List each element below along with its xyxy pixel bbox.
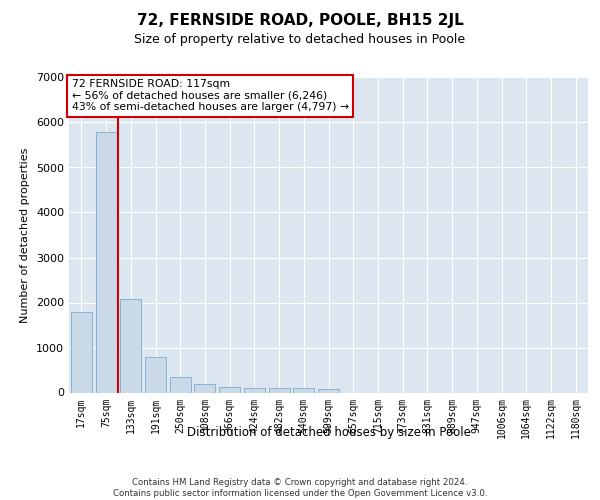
Bar [145, 356, 166, 392]
Bar [71, 312, 92, 392]
Text: Contains HM Land Registry data © Crown copyright and database right 2024.
Contai: Contains HM Land Registry data © Crown c… [113, 478, 487, 498]
Bar [318, 389, 339, 392]
Bar [170, 377, 191, 392]
Y-axis label: Number of detached properties: Number of detached properties [20, 148, 31, 322]
Text: Size of property relative to detached houses in Poole: Size of property relative to detached ho… [134, 32, 466, 46]
Bar [244, 388, 265, 392]
Bar [194, 384, 215, 392]
Bar [293, 388, 314, 392]
Bar [120, 299, 141, 392]
Bar [219, 386, 240, 392]
Text: 72 FERNSIDE ROAD: 117sqm
← 56% of detached houses are smaller (6,246)
43% of sem: 72 FERNSIDE ROAD: 117sqm ← 56% of detach… [71, 79, 349, 112]
Text: 72, FERNSIDE ROAD, POOLE, BH15 2JL: 72, FERNSIDE ROAD, POOLE, BH15 2JL [137, 12, 463, 28]
Bar [269, 388, 290, 392]
Bar [95, 132, 116, 392]
Text: Distribution of detached houses by size in Poole: Distribution of detached houses by size … [187, 426, 471, 439]
